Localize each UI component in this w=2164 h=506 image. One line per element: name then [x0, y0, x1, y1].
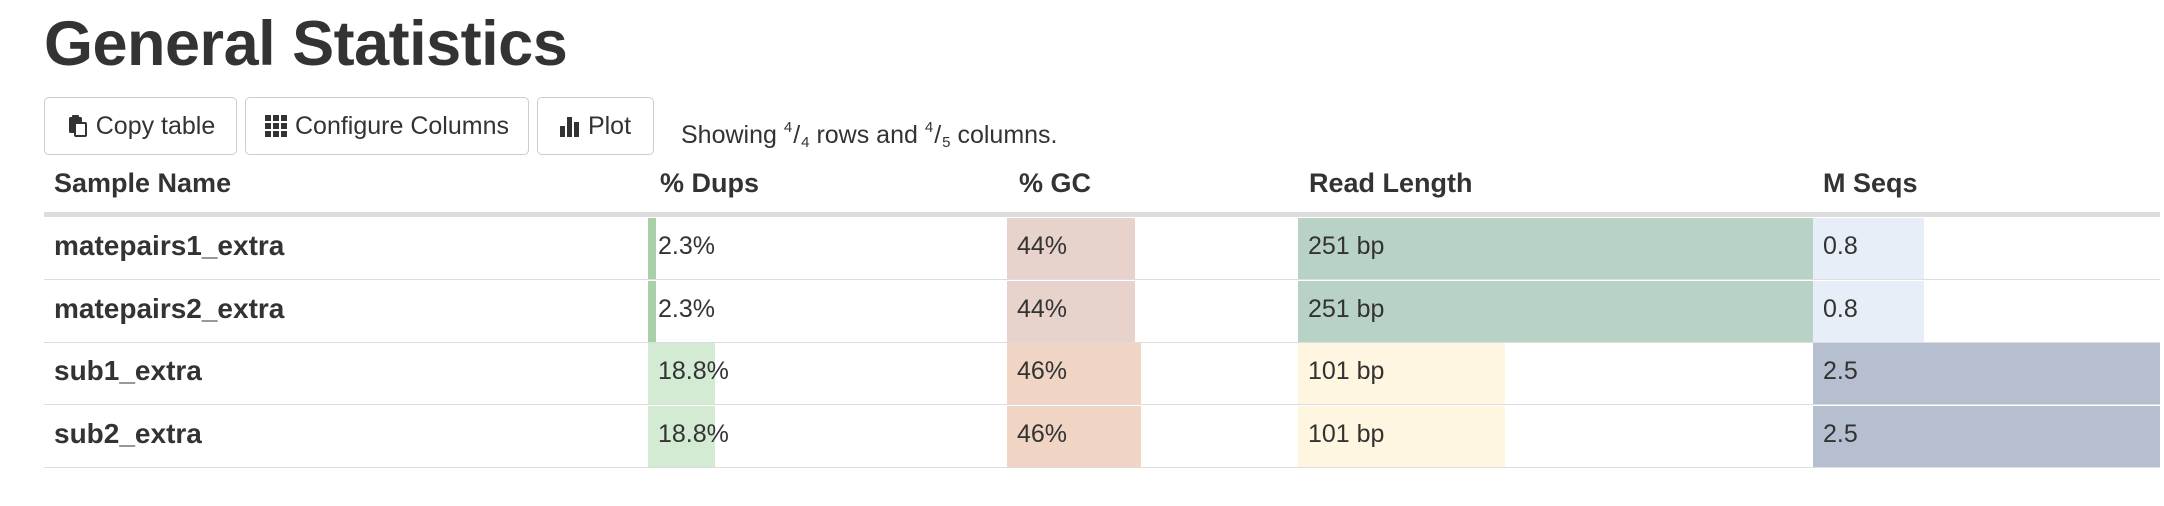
- dups-value: 18.8%: [658, 357, 729, 385]
- bar-chart-icon: [559, 115, 580, 137]
- read-length-bar: [1298, 218, 1813, 279]
- gc-bar: [1007, 405, 1141, 467]
- table-row: matepairs1_extra 2.3% 44% 251 bp 0.8: [44, 218, 2160, 280]
- read-length-cell: 101 bp: [1298, 405, 1813, 467]
- header-m-seqs[interactable]: M Seqs: [1823, 168, 1918, 198]
- dups-bar: [648, 343, 716, 404]
- dups-cell: 2.3%: [648, 280, 1007, 342]
- dups-bar: [648, 218, 657, 279]
- header-dups[interactable]: % Dups: [660, 168, 760, 198]
- m-seqs-value: 2.5: [1823, 357, 1858, 385]
- clipboard-icon: [66, 114, 88, 138]
- sample-name-cell: sub2_extra: [54, 417, 202, 449]
- rows-word: rows and: [816, 121, 918, 149]
- m-seqs-bar: [1813, 343, 2160, 404]
- read-length-value: 251 bp: [1308, 294, 1385, 323]
- copy-table-label: Copy table: [95, 111, 216, 140]
- m-seqs-cell: 0.8: [1813, 218, 2160, 279]
- cols-total: 5: [942, 134, 951, 151]
- cols-word: columns.: [957, 121, 1058, 149]
- grid-icon: [265, 115, 287, 137]
- read-length-bar: [1298, 405, 1506, 467]
- read-length-bar: [1298, 343, 1506, 404]
- read-length-cell: 251 bp: [1298, 218, 1813, 279]
- gc-value: 46%: [1017, 419, 1068, 448]
- m-seqs-value: 2.5: [1823, 419, 1858, 448]
- gc-cell: 44%: [1007, 280, 1298, 342]
- dups-cell: 18.8%: [648, 343, 1007, 404]
- configure-columns-button[interactable]: Configure Columns: [245, 97, 529, 155]
- gc-cell: 46%: [1007, 343, 1298, 404]
- showing-summary: Showing 4/4 rows and 4/5 columns.: [681, 108, 1058, 163]
- m-seqs-cell: 0.8: [1813, 280, 2160, 342]
- m-seqs-cell: 2.5: [1813, 405, 2160, 467]
- m-seqs-value: 0.8: [1823, 294, 1858, 323]
- read-length-value: 251 bp: [1308, 232, 1385, 260]
- dups-value: 2.3%: [658, 232, 715, 260]
- rows-shown: 4: [783, 119, 793, 136]
- rows-fraction: 4/4: [783, 119, 810, 151]
- header-sample-name[interactable]: Sample Name: [54, 168, 232, 198]
- gc-cell: 46%: [1007, 405, 1298, 467]
- read-length-value: 101 bp: [1308, 419, 1385, 448]
- m-seqs-bar: [1813, 218, 1925, 279]
- read-length-bar: [1298, 280, 1813, 342]
- gc-cell: 44%: [1007, 218, 1298, 279]
- table-header: Sample Name % Dups % GC Read Length M Se…: [44, 160, 2160, 217]
- dups-bar: [648, 405, 716, 467]
- m-seqs-value: 0.8: [1823, 232, 1858, 260]
- read-length-cell: 251 bp: [1298, 280, 1813, 342]
- table-row: sub1_extra 18.8% 46% 101 bp 2.5: [44, 343, 2160, 405]
- gc-bar: [1007, 218, 1136, 279]
- gc-bar: [1007, 280, 1136, 342]
- copy-table-button[interactable]: Copy table: [44, 97, 237, 155]
- m-seqs-cell: 2.5: [1813, 343, 2160, 404]
- dups-value: 2.3%: [658, 294, 715, 323]
- configure-columns-label: Configure Columns: [295, 111, 509, 140]
- plot-label: Plot: [587, 111, 632, 140]
- cols-fraction: 4/5: [924, 119, 951, 151]
- header-gc[interactable]: % GC: [1019, 168, 1092, 198]
- m-seqs-bar: [1813, 280, 1925, 342]
- cols-shown: 4: [924, 119, 934, 136]
- m-seqs-bar: [1813, 405, 2160, 467]
- gc-value: 44%: [1017, 294, 1068, 323]
- dups-cell: 18.8%: [648, 405, 1007, 467]
- table-row: matepairs2_extra 2.3% 44% 251 bp 0.8: [44, 280, 2160, 343]
- plot-button[interactable]: Plot: [537, 97, 654, 155]
- sample-name-cell: sub1_extra: [54, 355, 202, 386]
- sample-name-cell: matepairs1_extra: [54, 230, 285, 261]
- read-length-cell: 101 bp: [1298, 343, 1813, 404]
- dups-value: 18.8%: [658, 419, 729, 448]
- dups-bar: [648, 280, 657, 342]
- table-row: sub2_extra 18.8% 46% 101 bp 2.5: [44, 405, 2160, 468]
- gc-value: 44%: [1017, 232, 1068, 260]
- rows-total: 4: [801, 134, 810, 151]
- page-title: General Statistics: [44, 9, 568, 79]
- sample-name-cell: matepairs2_extra: [54, 292, 285, 324]
- dups-cell: 2.3%: [648, 218, 1007, 279]
- read-length-value: 101 bp: [1308, 357, 1385, 385]
- gc-bar: [1007, 343, 1141, 404]
- showing-prefix: Showing: [681, 121, 777, 149]
- header-read-length[interactable]: Read Length: [1309, 168, 1473, 198]
- gc-value: 46%: [1017, 357, 1068, 385]
